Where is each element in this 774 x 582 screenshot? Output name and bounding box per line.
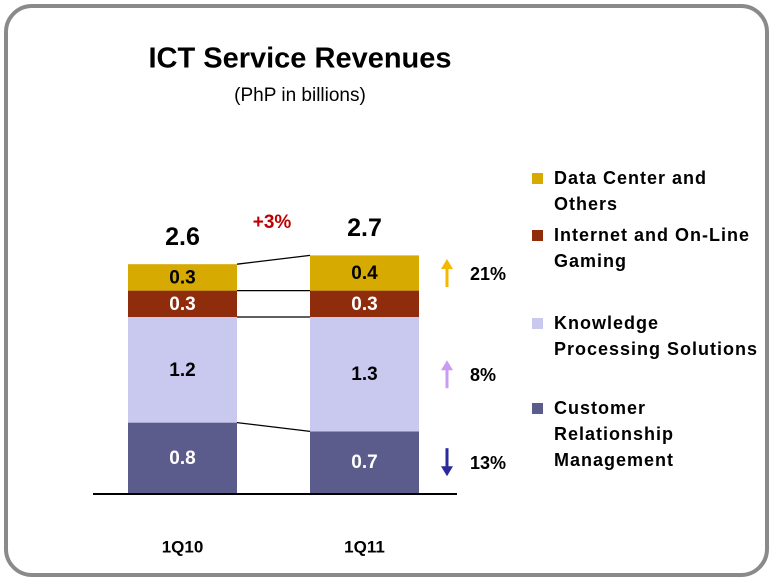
bar-segment <box>310 290 419 317</box>
bar-segment <box>128 290 237 317</box>
connector <box>236 421 311 433</box>
legend-label: Knowledge Processing Solutions <box>554 313 759 359</box>
data-label: 0.4 <box>351 263 378 284</box>
data-label: 0.3 <box>169 294 195 315</box>
legend-label: Customer Relationship Management <box>554 398 675 470</box>
data-label: 0.8 <box>169 448 195 469</box>
total-label: 2.6 <box>165 223 200 251</box>
legend-item: Internet and On-Line Gaming <box>532 222 767 274</box>
legend-label: Data Center and Others <box>554 168 708 214</box>
total-label: 2.7 <box>347 214 382 242</box>
legend-item: Customer Relationship Management <box>532 395 767 473</box>
change-label: 13% <box>470 453 506 473</box>
bar-segment <box>310 431 419 493</box>
change-label: 21% <box>470 264 506 284</box>
bar-segment <box>128 264 237 291</box>
legend-item: Knowledge Processing Solutions <box>532 310 767 362</box>
change-arrow-head <box>441 360 453 371</box>
legend-swatch <box>532 173 543 184</box>
bar-segment <box>128 422 237 493</box>
legend-label: Internet and On-Line Gaming <box>554 225 751 271</box>
data-label: 0.3 <box>351 294 377 315</box>
legend-swatch <box>532 403 543 414</box>
data-label: 1.2 <box>169 360 195 381</box>
data-label: 1.3 <box>351 364 377 385</box>
data-label: 0.3 <box>169 267 195 288</box>
connector <box>236 254 311 265</box>
x-tick-label: 1Q10 <box>162 537 204 556</box>
x-tick-label: 1Q11 <box>344 537 385 556</box>
legend-swatch <box>532 318 543 329</box>
bar-segment <box>128 317 237 423</box>
total-change: +3% <box>253 212 292 233</box>
chart-subtitle: (PhP in billions) <box>234 85 366 106</box>
chart-title: ICT Service Revenues <box>148 43 451 75</box>
bar-segment <box>310 317 419 432</box>
change-arrow-head <box>441 466 453 477</box>
legend-swatch <box>532 230 543 241</box>
bar-segment <box>310 255 419 291</box>
change-label: 8% <box>470 365 496 385</box>
legend-item: Data Center and Others <box>532 165 767 217</box>
data-label: 0.7 <box>351 452 377 473</box>
change-arrow-head <box>441 259 453 269</box>
